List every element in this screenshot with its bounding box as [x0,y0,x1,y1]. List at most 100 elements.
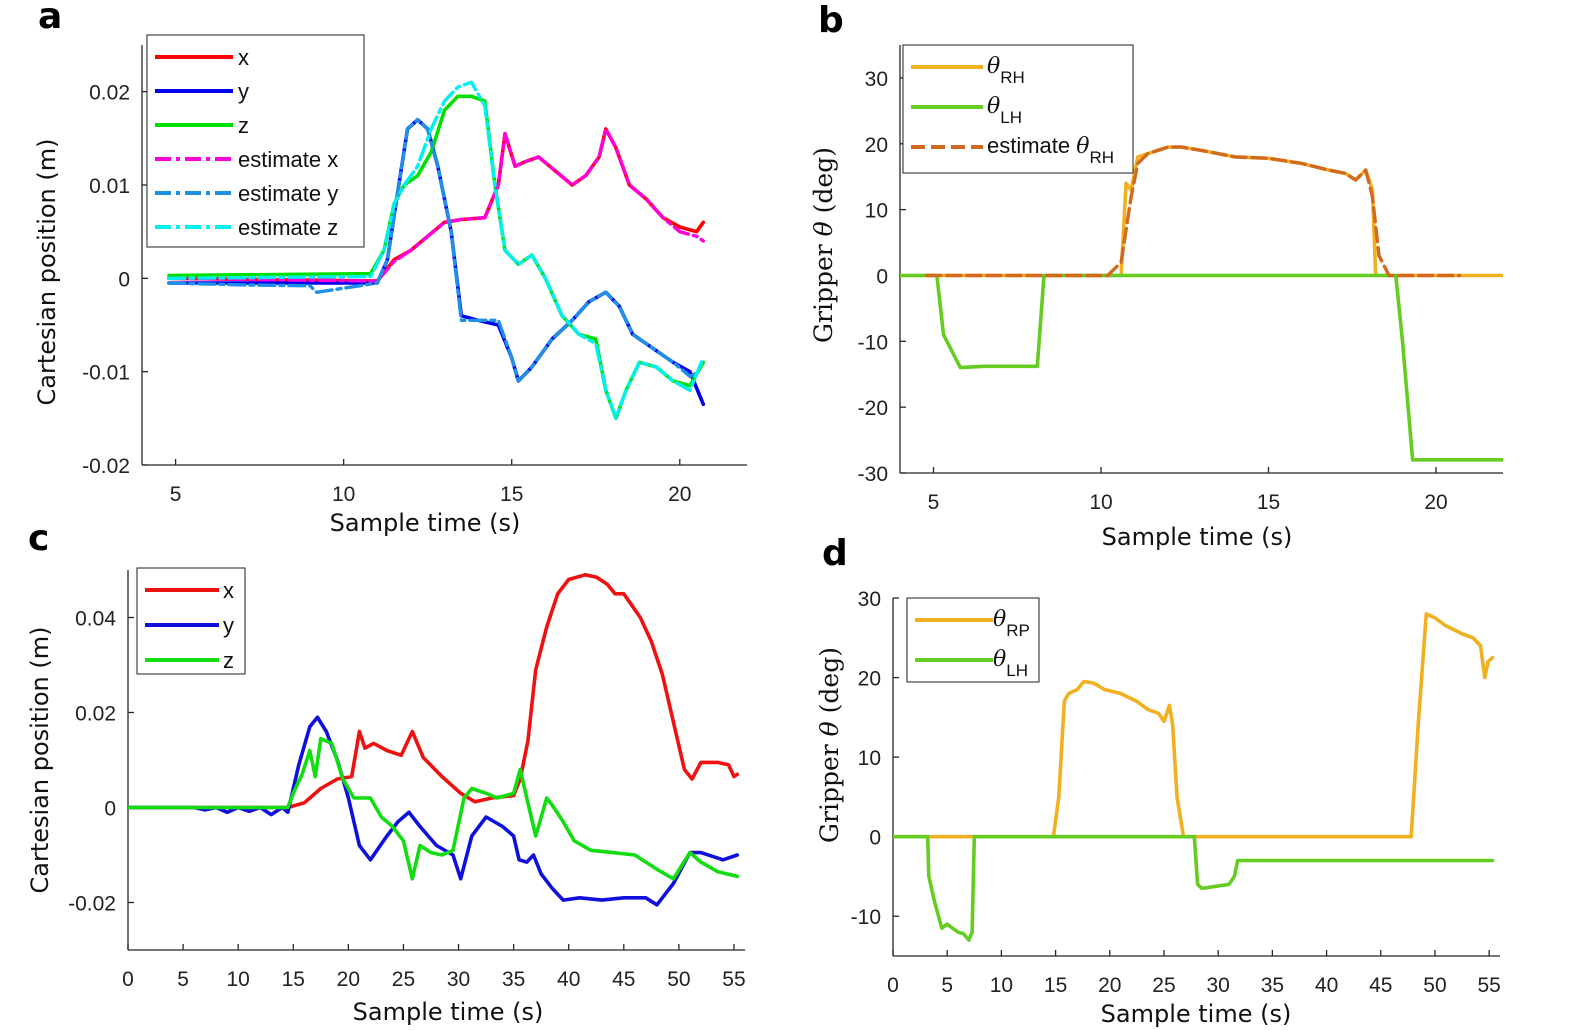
x-tick-label-d: 15 [1044,974,1067,997]
legend-box-d [906,597,1040,683]
series-line-a-estimate-y [167,117,702,383]
legend-label-c: x [223,578,234,603]
legend-label-subscript: LH [1000,108,1022,127]
panel-b: b 5 10 15 20-30-20-100102030θRHθLHestimate … [809,0,1503,551]
theta-symbol: θ [993,607,1006,632]
x-tick-label-d: 20 [1098,974,1121,997]
legend-c: xyz [136,567,246,675]
x-tick-label-a: 20 [668,483,691,506]
x-tick-label-c: 35 [502,968,525,991]
x-tick-label-d: 50 [1423,974,1446,997]
x-tick-label-c: 30 [447,968,470,991]
panel-letter-c: c [28,518,49,559]
legend-label-d: θRP [993,607,1030,640]
series-line-b-estimate-θrh [925,145,1462,278]
y-tick-label-a: -0.01 [82,362,130,385]
legend-label-b: estimate θRH [987,133,1114,167]
x-tick-label-b: 15 [1257,491,1280,514]
y-tick-label-b: 0 [876,265,888,288]
x-tick-label-b: 20 [1424,491,1447,514]
theta-symbol: θ [1076,134,1089,159]
x-tick-label-a: 5 [170,483,182,506]
y-tick-label-b: 30 [865,68,888,91]
panel-letter-b: b [818,0,844,41]
x-tick-label-c: 45 [612,968,635,991]
x-tick-label-c: 50 [667,968,690,991]
legend-label-prefix: estimate [987,133,1076,158]
theta-symbol: θ [993,647,1006,672]
legend-b: θRH θ LH estimate θRH [902,44,1134,174]
legend-label-a: estimate x [238,147,338,172]
series-line-a-estimate-x [167,127,705,283]
y-axis-title-c: Cartesian position (m) [26,626,54,893]
y-tick-label-a: 0.01 [89,175,130,198]
panel-letter-a: a [38,0,62,37]
series-line-d-θrp [893,612,1495,839]
x-tick-label-c: 40 [557,968,580,991]
legend-a: xyz estimate x estimate y estimate z [146,34,365,248]
legend-label-subscript: RP [1006,621,1030,640]
x-tick-label-c: 5 [177,968,189,991]
y-tick-label-d: 20 [858,668,881,691]
plot-area-c: 0 5 10 15 20 25 30 35 40 45 50 55 -0.02 0 0.02 0.04 xyz [68,567,746,991]
legend-box-a [146,34,365,248]
x-tick-label-c: 15 [282,968,305,991]
y-axis-title-b: Gripper θ (deg) [809,147,838,343]
y-axis-title-a: Cartesian position (m) [33,138,61,405]
x-tick-label-c: 25 [392,968,415,991]
legend-label-c: y [223,613,234,638]
y-tick-label-d: -10 [851,906,881,929]
legend-label-a: y [238,79,249,104]
panel-a: a 5 10 15 20 -0.02 -0.01 0 0.01 0.02 xyz estimate … [33,0,747,537]
theta-symbol-b: θ [809,221,838,236]
legend-box-c [136,567,246,675]
series-line-b-θlh [900,273,1503,462]
plot-area-a: 5 10 15 20 -0.02 -0.01 0 0.01 0.02 xyz estimate x e… [82,34,747,506]
y-tick-label-c: 0 [104,798,116,821]
legend-label-d: θLH [993,647,1028,680]
y-tick-label-c: 0.04 [75,608,116,631]
y-tick-label-d: 10 [858,747,881,770]
legend-label-a: z [238,113,249,138]
x-tick-label-b: 5 [928,491,940,514]
series-line-c-x [128,572,740,810]
legend-label-subscript: LH [1006,661,1028,680]
y-tick-label-c: 0.02 [75,703,116,726]
y-tick-label-d: 30 [858,588,881,611]
x-tick-label-c: 0 [122,968,134,991]
legend-label-b: θRH [987,54,1025,87]
x-tick-label-a: 10 [332,483,355,506]
y-tick-label-b: -10 [858,331,888,354]
y-tick-label-b: -20 [858,397,888,420]
x-axis-title-d: Sample time (s) [1101,1000,1292,1028]
x-tick-label-d: 45 [1369,974,1392,997]
panel-letter-d: d [822,533,848,574]
x-tick-label-d: 25 [1152,974,1175,997]
theta-symbol-d: θ [815,721,844,736]
x-tick-label-d: 0 [887,974,899,997]
x-tick-label-c: 55 [722,968,745,991]
series-line-d-θlh [893,834,1495,942]
legend-label-a: estimate z [238,215,338,240]
x-axis-title-c: Sample time (s) [353,998,544,1026]
x-axis-title-b: Sample time (s) [1102,523,1293,551]
y-tick-label-c: -0.02 [68,893,116,916]
x-tick-label-d: 30 [1206,974,1229,997]
y-tick-label-a: -0.02 [82,455,130,478]
x-tick-label-d: 40 [1315,974,1338,997]
y-axis-title-d-prefix: Gripper [815,736,844,843]
y-tick-label-b: 10 [865,200,888,223]
x-tick-label-d: 10 [990,974,1013,997]
x-tick-label-b: 10 [1089,491,1112,514]
legend-label-subscript: RH [1090,148,1115,167]
y-tick-label-a: 0.02 [89,82,130,105]
series-line-a-estimate-z [167,80,705,420]
x-tick-label-c: 20 [337,968,360,991]
series-line-c-y [128,715,740,907]
y-tick-label-b: 20 [865,134,888,157]
y-axis-title-b-prefix: Gripper [809,236,838,343]
series-line-c-z [128,736,740,881]
